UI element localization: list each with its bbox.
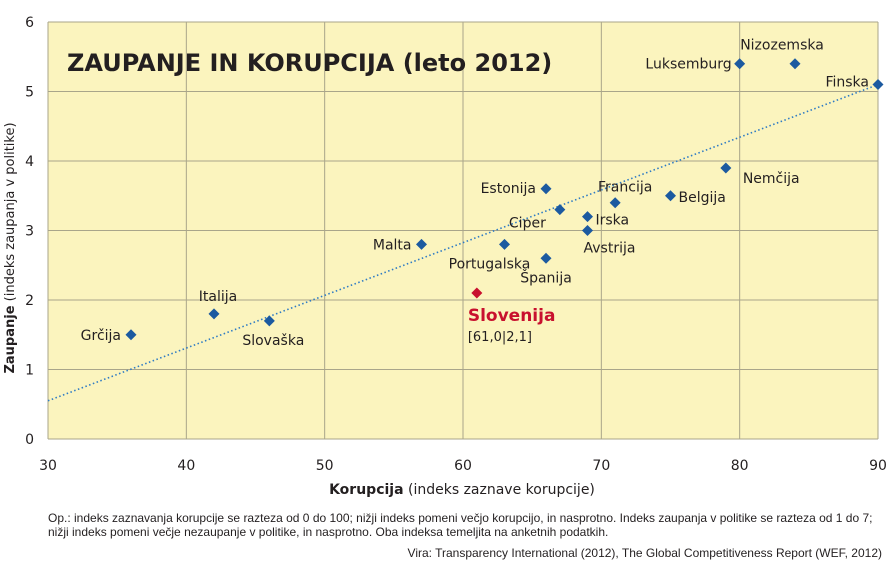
x-tick-label: 70 <box>592 458 610 474</box>
chart-title: ZAUPANJE IN KORUPCIJA (leto 2012) <box>67 49 552 77</box>
data-point <box>499 238 510 250</box>
point-label: Avstrija <box>584 241 636 257</box>
y-tick-label: 1 <box>25 363 34 379</box>
data-point <box>789 58 801 70</box>
data-point <box>734 58 746 70</box>
y-axis-label: Zaupanje (indeks zaupanja v politike) <box>3 122 18 373</box>
point-label: Finska <box>825 75 869 91</box>
y-tick-label: 5 <box>25 85 34 101</box>
data-point <box>720 162 732 174</box>
point-label: Slovaška <box>242 333 304 349</box>
point-labels: Grčija Italija Slovaška Malta Portugalska Est… <box>81 38 869 349</box>
gridlines <box>47 21 879 440</box>
highlight-name: Slovenija <box>468 306 556 326</box>
data-point <box>416 238 427 250</box>
point-label: Španija <box>520 268 572 286</box>
data-point <box>609 197 621 209</box>
point-label: Belgija <box>679 190 726 206</box>
data-point <box>540 252 552 264</box>
data-point <box>125 329 137 341</box>
y-tick-label: 4 <box>25 154 34 170</box>
point-label: Nemčija <box>743 171 800 187</box>
point-label: Grčija <box>81 328 121 344</box>
data-point <box>554 204 566 216</box>
tick-labels: 30 40 50 60 70 80 90 0 1 2 3 4 5 6 <box>25 15 887 474</box>
y-tick-label: 2 <box>25 293 34 309</box>
scatter-chart: 30 40 50 60 70 80 90 0 1 2 3 4 5 6 Grčija Italija Slova… <box>3 15 887 498</box>
point-label: Ciper <box>509 216 546 232</box>
x-tick-label: 40 <box>177 458 195 474</box>
point-label: Portugalska <box>449 256 531 272</box>
y-tick-label: 3 <box>25 224 34 240</box>
source-note: Vira: Transparency International (2012),… <box>407 546 882 560</box>
data-point <box>665 190 676 202</box>
point-label: Malta <box>373 237 412 253</box>
highlight-marker <box>471 287 483 299</box>
point-label: Italija <box>199 289 237 305</box>
highlight-point: Slovenija [61,0|2,1] <box>468 287 556 345</box>
y-tick-label: 6 <box>25 15 34 31</box>
x-axis-label: Korupcija (indeks zaznave korupcije) <box>329 482 595 498</box>
data-point <box>208 308 220 320</box>
point-label: Irska <box>596 213 630 229</box>
point-label: Estonija <box>481 181 536 197</box>
data-point <box>263 315 275 327</box>
data-point <box>582 225 593 236</box>
y-axis-label-rest: (indeks zaupanja v politike) <box>3 122 18 305</box>
point-label: Francija <box>598 180 652 196</box>
x-axis-label-bold: Korupcija <box>329 482 403 498</box>
point-label: Nizozemska <box>740 38 824 54</box>
x-tick-label: 80 <box>731 458 749 474</box>
y-axis-label-bold: Zaupanje <box>3 305 18 373</box>
x-tick-label: 30 <box>39 458 57 474</box>
x-axis-label-rest: (indeks zaznave korupcije) <box>404 482 595 498</box>
point-label: Luksemburg <box>645 57 731 73</box>
x-tick-label: 50 <box>316 458 334 474</box>
footnote: Op.: indeks zaznavanja korupcije se razt… <box>48 511 873 539</box>
x-tick-label: 90 <box>869 458 887 474</box>
trendline <box>47 83 879 402</box>
y-tick-label: 0 <box>25 432 34 448</box>
data-point <box>582 211 593 223</box>
data-points <box>125 58 884 341</box>
data-point <box>872 79 884 91</box>
data-point <box>540 183 552 195</box>
x-tick-label: 60 <box>454 458 472 474</box>
highlight-value-label: [61,0|2,1] <box>468 330 532 345</box>
